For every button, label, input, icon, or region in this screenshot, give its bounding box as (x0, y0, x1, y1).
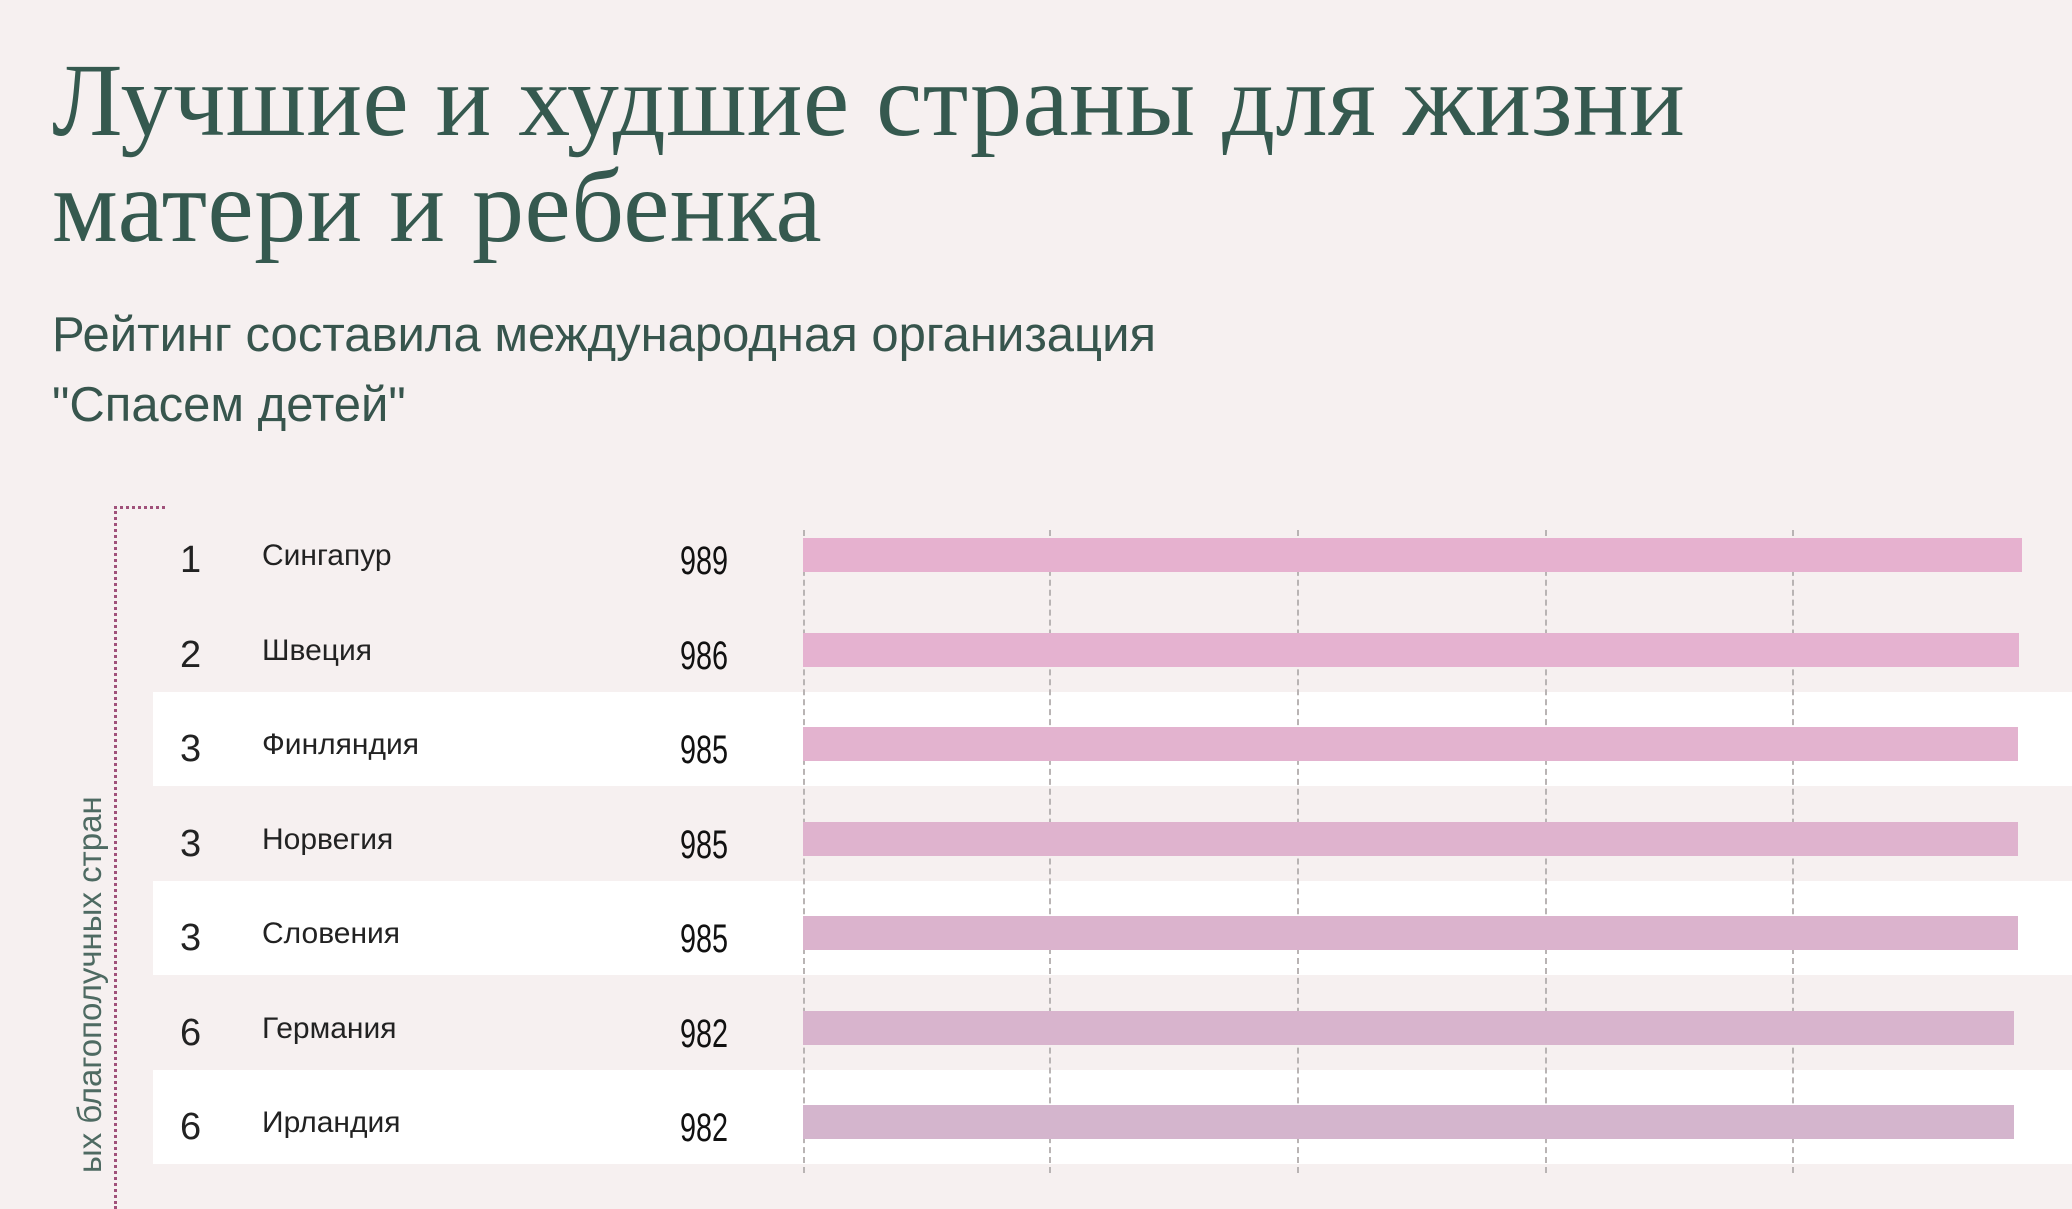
value-label: 982 (680, 1106, 729, 1150)
rank-label: 1 (180, 539, 202, 581)
bar (803, 916, 2018, 950)
value-label: 989 (680, 539, 729, 583)
value-label: 982 (680, 1011, 729, 1056)
bar-chart: 1 Сингапур 989 2 Швеция 986 3 Финляндия 985 3 Норв… (153, 530, 2072, 1173)
bar (803, 727, 2018, 761)
rank-label: 3 (180, 728, 202, 770)
bar (803, 538, 2023, 572)
country-label: Финляндия (262, 728, 419, 761)
value-label: 985 (680, 822, 729, 867)
bar (803, 632, 2019, 667)
rank-label: 2 (180, 633, 202, 676)
rank-label: 6 (180, 1106, 202, 1148)
value-label: 985 (680, 728, 729, 772)
bar (803, 1010, 2014, 1045)
country-label: Швеция (262, 633, 372, 667)
group-bracket (114, 506, 165, 1209)
bar (803, 821, 2018, 856)
country-label: Сингапур (262, 539, 392, 572)
country-label: Норвегия (262, 822, 394, 856)
rank-label: 3 (180, 822, 202, 865)
value-label: 986 (680, 633, 729, 678)
chart-title: Лучшие и худшие страны для жизни матери … (52, 43, 1686, 264)
chart-subtitle: Рейтинг составила международная организа… (52, 308, 1157, 432)
country-label: Ирландия (262, 1106, 401, 1139)
rank-label: 6 (180, 1011, 202, 1054)
country-label: Германия (262, 1011, 397, 1045)
rank-label: 3 (180, 917, 202, 959)
value-label: 985 (680, 917, 729, 961)
bar (803, 1105, 2014, 1139)
country-label: Словения (262, 917, 401, 950)
group-label: ых благополучных стран (71, 796, 108, 1173)
